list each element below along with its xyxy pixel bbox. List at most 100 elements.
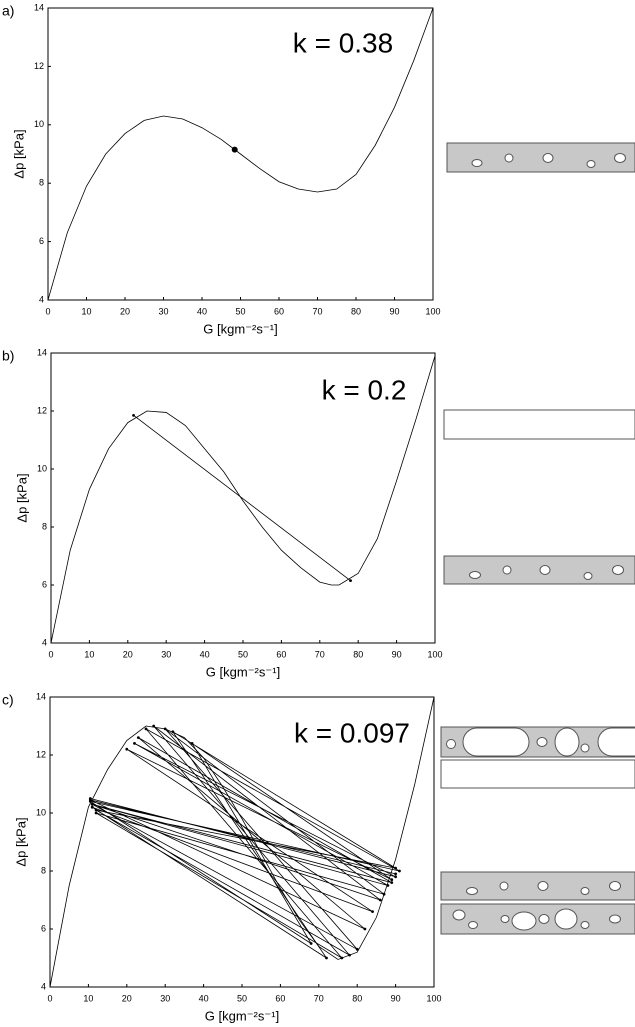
y-tick-label: 8 (39, 178, 44, 188)
bubble (580, 887, 590, 895)
y-tick-label: 6 (41, 923, 46, 933)
x-tick-label: 90 (391, 993, 401, 1003)
annotation: k = 0.097 (294, 717, 410, 748)
bubble (499, 881, 509, 891)
y-tick-label: 10 (37, 463, 47, 473)
bubble (466, 887, 478, 895)
point (325, 956, 328, 960)
bubble (612, 565, 624, 575)
x-tick-label: 10 (84, 649, 94, 659)
y-axis-label: Δp [kPa] (14, 473, 29, 522)
slug (462, 727, 530, 757)
bubble (609, 914, 621, 924)
point (382, 892, 386, 896)
x-tick-label: 50 (237, 993, 247, 1003)
panel-label: a) (2, 3, 14, 19)
x-tick-label: 100 (427, 649, 442, 659)
x-tick-label: 70 (312, 306, 322, 316)
bubble (554, 908, 578, 930)
slug (597, 727, 635, 757)
y-axis-label: Δp [kPa] (13, 817, 28, 866)
point (133, 742, 136, 745)
channel-liquid (440, 759, 635, 789)
y-tick-label: 12 (37, 405, 47, 415)
x-tick-label: 40 (199, 993, 209, 1003)
x-tick-label: 20 (120, 306, 130, 316)
bubble (586, 160, 596, 168)
x-tick-label: 80 (353, 649, 363, 659)
point (152, 724, 156, 728)
point (363, 927, 367, 931)
x-tick-label: 30 (158, 306, 168, 316)
annotation: k = 0.2 (322, 374, 407, 405)
x-tick-label: 10 (81, 306, 91, 316)
x-tick-label: 20 (123, 649, 133, 659)
point (349, 579, 352, 583)
x-tick-label: 90 (392, 649, 402, 659)
point (190, 742, 194, 745)
y-tick-label: 10 (36, 807, 46, 817)
y-tick-label: 14 (36, 691, 46, 701)
bubble (538, 914, 550, 924)
curve (49, 696, 435, 988)
bubble (539, 565, 551, 575)
x-tick-label: 60 (276, 649, 286, 659)
x-tick-label: 10 (83, 993, 93, 1003)
channel-bubbly (446, 142, 635, 173)
bubble (468, 921, 478, 929)
point (348, 953, 351, 957)
channels (440, 142, 635, 935)
y-tick-label: 12 (36, 749, 46, 759)
x-axis-label: G [kgm⁻²s⁻¹] (203, 321, 277, 336)
point (378, 898, 382, 902)
y-tick-label: 6 (42, 579, 47, 589)
channel-liquid (443, 409, 635, 440)
bubble (452, 909, 466, 921)
y-tick-label: 12 (34, 61, 44, 71)
panel-label: c) (2, 692, 14, 708)
point (88, 798, 92, 802)
y-tick-label: 4 (39, 294, 44, 304)
y-tick-label: 10 (34, 119, 44, 129)
y-tick-label: 14 (34, 2, 44, 12)
x-tick-label: 30 (161, 649, 171, 659)
x-tick-label: 0 (47, 993, 52, 1003)
bubble (504, 153, 514, 163)
point (394, 872, 397, 876)
x-tick-label: 30 (160, 993, 170, 1003)
x-tick-label: 80 (351, 306, 361, 316)
x-tick-label: 60 (274, 306, 284, 316)
bubble (583, 572, 593, 580)
x-tick-label: 70 (314, 993, 324, 1003)
y-tick-label: 14 (37, 347, 47, 357)
channel-bubbly (440, 903, 635, 935)
x-tick-label: 0 (48, 649, 53, 659)
bubble (580, 921, 590, 929)
bubble (536, 737, 548, 747)
bubble (537, 881, 549, 891)
x-tick-label: 40 (200, 649, 210, 659)
y-tick-label: 4 (42, 637, 47, 647)
y-tick-label: 8 (41, 865, 46, 875)
point (340, 956, 344, 960)
point (355, 947, 359, 951)
x-tick-label: 80 (352, 993, 362, 1003)
x-tick-label: 0 (45, 306, 50, 316)
x-tick-label: 50 (235, 306, 245, 316)
bubble (554, 727, 580, 757)
bubble (609, 881, 621, 891)
point (171, 730, 175, 734)
point (371, 910, 374, 913)
curve (133, 415, 351, 581)
point (386, 884, 390, 887)
point (390, 881, 394, 884)
point (125, 747, 129, 751)
bubble (502, 565, 512, 575)
curve (50, 355, 436, 644)
bubble (471, 159, 483, 167)
bubble (469, 571, 481, 579)
point (394, 875, 397, 879)
point (390, 878, 394, 882)
point (94, 811, 98, 815)
